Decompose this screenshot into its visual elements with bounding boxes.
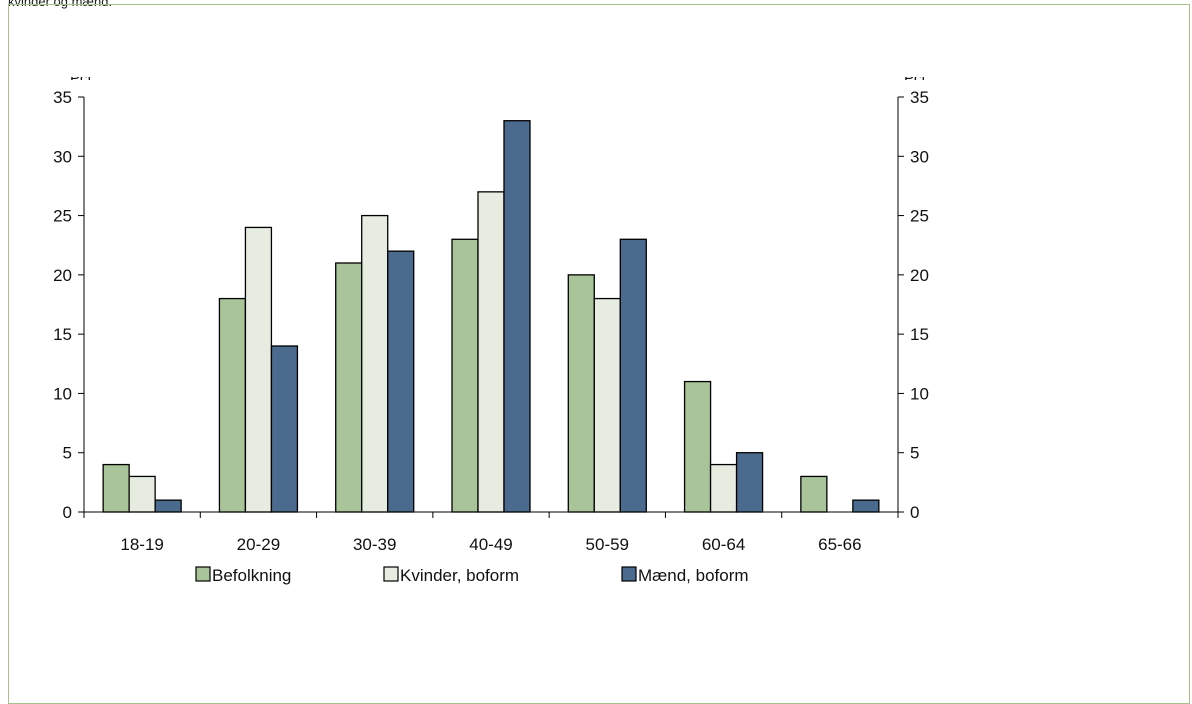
- y-tick-label-left: 10: [53, 384, 72, 403]
- y-tick-label-left: 20: [53, 266, 72, 285]
- x-tick-label: 18-19: [120, 535, 163, 554]
- x-tick-label: 40-49: [469, 535, 512, 554]
- title-mask-left: [44, 71, 104, 77]
- y-tick-label-right: 10: [910, 384, 929, 403]
- y-tick-label-right: 5: [910, 444, 919, 463]
- y-tick-label-right: 30: [910, 147, 929, 166]
- x-tick-label: 30-39: [353, 535, 396, 554]
- legend-swatch: [621, 566, 637, 582]
- bar-kvinder-boform: [128, 475, 156, 513]
- bar-kvinder-boform: [709, 463, 738, 513]
- x-tick-label: 50-59: [586, 535, 629, 554]
- y-tick-label-left: 25: [53, 207, 72, 226]
- y-tick-label-right: 35: [910, 88, 929, 107]
- title-mask-right: [878, 71, 938, 77]
- y-tick-label-right: 0: [910, 503, 919, 522]
- bar-maend-boform: [503, 120, 531, 513]
- bar-befolkning: [451, 238, 479, 513]
- bar-kvinder-boform: [361, 214, 389, 513]
- bars: [102, 120, 880, 513]
- bar-maend-boform: [270, 345, 299, 513]
- y-tick-label-right: 25: [910, 207, 929, 226]
- y-tick-label-left: 0: [63, 503, 72, 522]
- y-tick-label-left: 15: [53, 325, 72, 344]
- legend: Befolkning Kvinder, boform Mænd, boform: [195, 566, 749, 585]
- bar-befolkning: [683, 380, 712, 513]
- bar-maend-boform: [154, 499, 182, 513]
- bar-maend-boform: [852, 499, 880, 513]
- title-mask-right-low: [878, 80, 938, 94]
- legend-swatch: [195, 566, 211, 582]
- y-tick-label-left: 5: [63, 444, 72, 463]
- legend-label: Kvinder, boform: [400, 566, 519, 585]
- bar-befolkning: [218, 297, 247, 513]
- y-tick-label-left: 35: [53, 88, 72, 107]
- y-tick-label-right: 15: [910, 325, 929, 344]
- bar-kvinder-boform: [593, 297, 621, 513]
- legend-swatch: [383, 566, 399, 582]
- bar-maend-boform: [735, 452, 764, 513]
- bar-befolkning: [800, 475, 828, 513]
- y-tick-label-right: 20: [910, 266, 929, 285]
- title-mask-left-low: [44, 80, 104, 94]
- bar-kvinder-boform: [244, 226, 273, 513]
- bar-maend-boform: [619, 238, 647, 513]
- legend-label: Befolkning: [212, 566, 291, 585]
- y-tick-label-left: 30: [53, 147, 72, 166]
- x-tick-label: 65-66: [818, 535, 861, 554]
- bar-maend-boform: [387, 250, 415, 513]
- bar-befolkning: [335, 262, 363, 513]
- legend-label: Mænd, boform: [638, 566, 749, 585]
- bar-kvinder-boform: [477, 191, 505, 513]
- x-tick-label: 20-29: [237, 535, 280, 554]
- bar-befolkning: [102, 463, 130, 513]
- bar-befolkning: [567, 274, 595, 513]
- x-tick-label: 60-64: [702, 535, 745, 554]
